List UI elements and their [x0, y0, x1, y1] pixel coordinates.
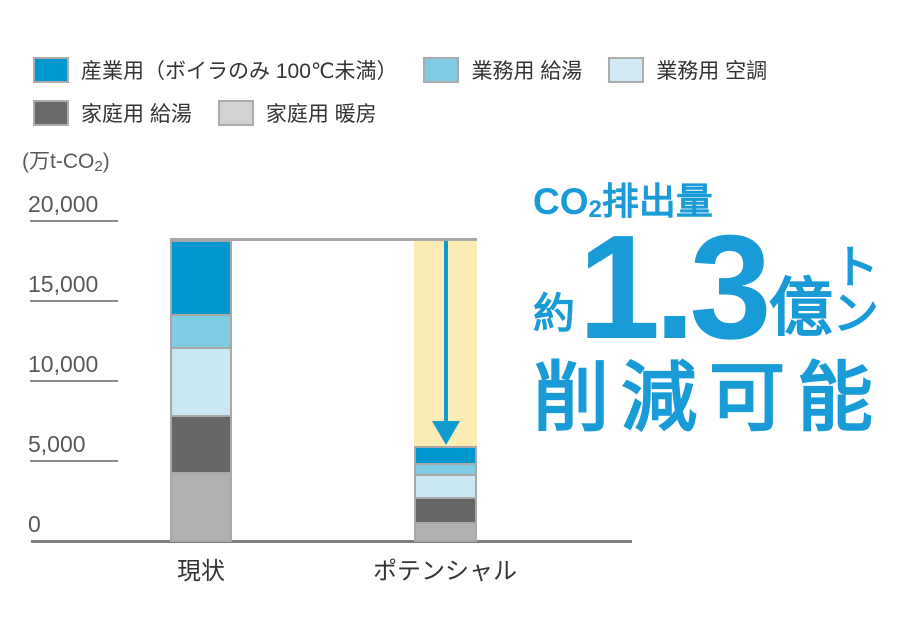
legend-label: 産業用（ボイラのみ 100℃未満） [81, 60, 398, 83]
y-tick-line [30, 300, 118, 302]
callout-reduction-text: 削減可能 [533, 356, 885, 442]
legend-row-2: 家庭用 給湯 家庭用 暖房 [33, 98, 767, 128]
reduction-arrow-shaft [443, 240, 448, 423]
callout: CO2排出量 約 1.3 億 トン 削減可能 [533, 183, 921, 437]
legend-swatch [217, 100, 254, 126]
y-axis-unit-label: (万t-CO2) [22, 145, 110, 175]
y-axis-unit-prefix: (万t-CO [22, 150, 95, 173]
y-tick-label: 20,000 [28, 191, 99, 217]
reduction-arrow-head [431, 421, 460, 445]
callout-big-number: 1.3 [578, 205, 772, 370]
legend-item: 業務用 給湯 [423, 55, 582, 85]
callout-heading-co: CO [533, 181, 589, 222]
bar-segment [170, 472, 232, 542]
legend-label: 業務用 空調 [656, 60, 768, 83]
legend-row-1: 産業用（ボイラのみ 100℃未満） 業務用 給湯 業務用 空調 [33, 55, 767, 85]
current-level-line [170, 237, 477, 241]
y-tick-label: 5,000 [28, 431, 86, 457]
y-tick-label: 0 [28, 511, 41, 537]
callout-big-line: 約 1.3 億 トン [533, 205, 921, 370]
x-label-current: 現状 [177, 558, 225, 585]
legend-item: 家庭用 暖房 [217, 98, 377, 128]
legend-label: 家庭用 給湯 [81, 103, 192, 126]
bar-segment [414, 521, 477, 542]
y-tick-label: 15,000 [28, 271, 99, 297]
y-tick-line [30, 380, 118, 382]
legend-swatch [33, 100, 69, 126]
callout-unit-oku: 億 [768, 272, 833, 345]
bar-segment [170, 239, 232, 316]
legend-item: 産業用（ボイラのみ 100℃未満） [33, 55, 397, 85]
y-axis-unit-suffix: ) [102, 150, 110, 173]
legend-swatch [608, 57, 645, 83]
bar-current [170, 239, 232, 542]
legend-label: 業務用 給湯 [471, 60, 583, 83]
callout-approx: 約 [533, 290, 576, 338]
legend-label: 家庭用 暖房 [265, 103, 377, 126]
bar-segment [414, 496, 477, 524]
legend-swatch [33, 57, 69, 83]
callout-heading: CO2排出量 [533, 181, 921, 224]
y-tick-line [30, 460, 118, 462]
x-axis-line [31, 540, 632, 543]
legend-item: 家庭用 給湯 [33, 98, 192, 128]
callout-heading-subscript: 2 [588, 196, 602, 224]
bar-potential [414, 446, 477, 542]
legend-item: 業務用 空調 [608, 55, 767, 85]
callout-unit-ton: トン [832, 241, 882, 340]
x-label-potential: ポテンシャル [373, 558, 517, 585]
legend: 産業用（ボイラのみ 100℃未満） 業務用 給湯 業務用 空調 家庭用 給湯 家庭用 … [33, 55, 767, 128]
bar-segment [414, 474, 477, 499]
y-tick-label: 10,000 [28, 351, 99, 377]
legend-swatch [423, 57, 460, 83]
y-axis-unit-subscript: 2 [94, 157, 103, 175]
callout-heading-rest: 排出量 [601, 181, 713, 222]
bar-segment [170, 415, 232, 474]
bar-segment [170, 347, 232, 418]
y-tick-line [30, 220, 118, 222]
bar-segment [170, 313, 232, 350]
